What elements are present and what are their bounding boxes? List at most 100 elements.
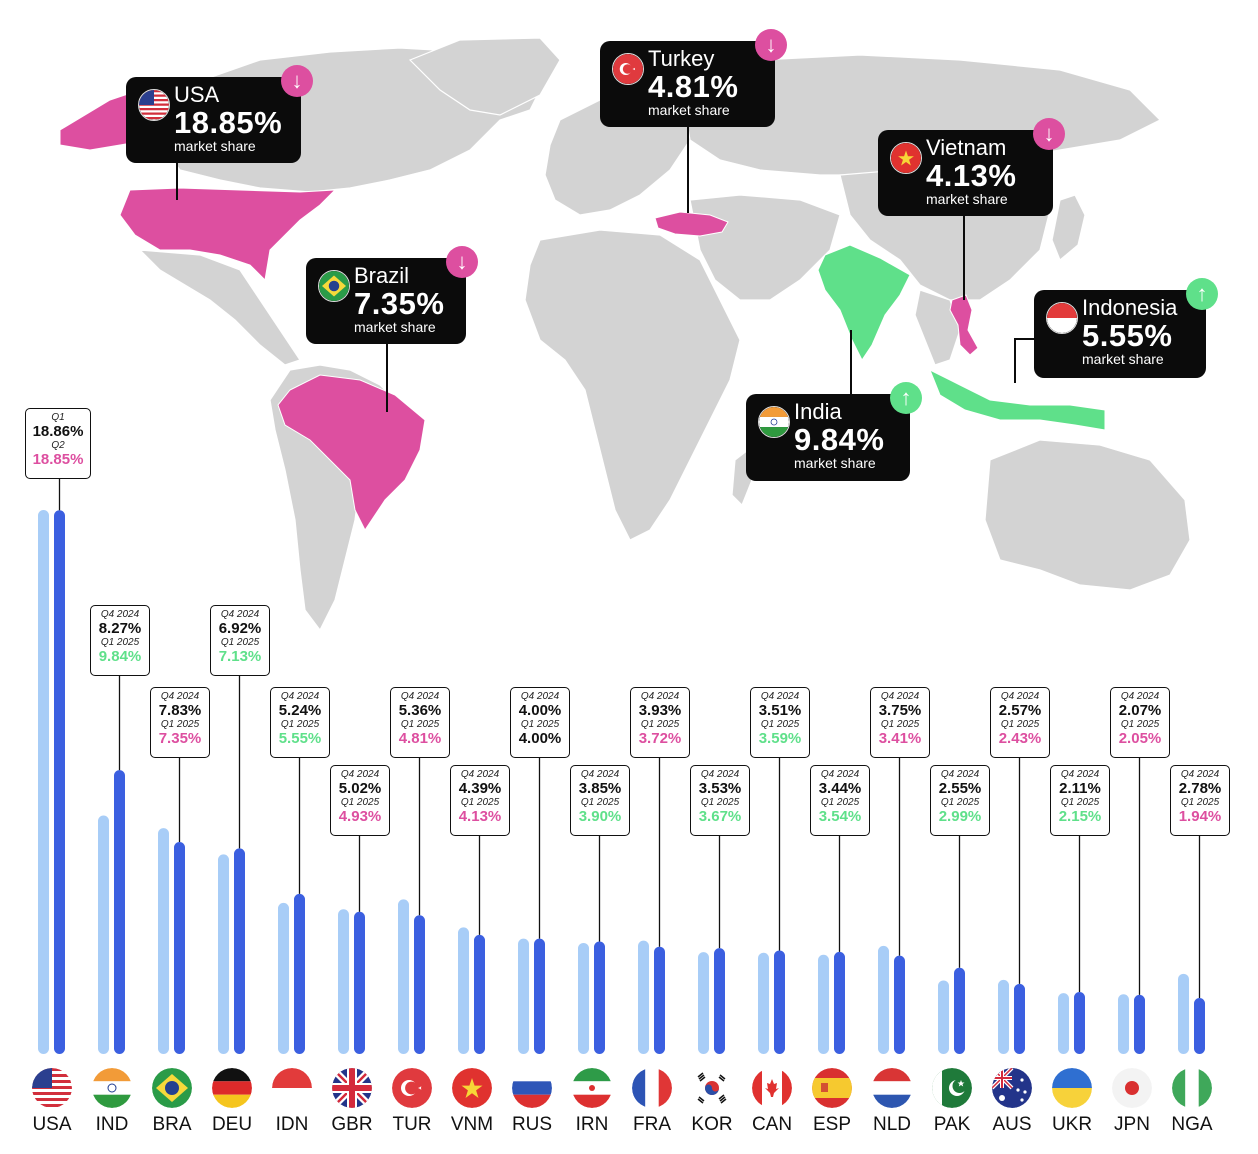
map-japan (1051, 194, 1086, 261)
callout-vietnam: Vietnam 4.13% market share (878, 130, 1053, 216)
label-current-value: 18.85% (32, 451, 84, 468)
callout-value: 5.55% (1082, 318, 1173, 353)
label-current-period: Q1 2025 (760, 719, 800, 730)
arrow-down-icon: ↓ (446, 246, 478, 278)
bar-current-gbr (354, 911, 365, 1054)
label-current-value: 5.55% (278, 730, 322, 747)
label-current-value: 2.05% (1118, 730, 1162, 747)
category-label: FRA (633, 1114, 671, 1135)
bar-current-bra (174, 841, 185, 1054)
category-label: UKR (1051, 1114, 1093, 1135)
bar-previous-aus (998, 979, 1009, 1054)
bar-previous-esp (818, 954, 829, 1054)
label-previous-period: Q4 2024 (100, 609, 140, 620)
bar-current-rus (534, 938, 545, 1054)
label-current-value: 4.13% (458, 808, 502, 825)
arrow-down-icon: ↓ (281, 65, 313, 97)
value-label-jpn: Q4 2024 2.07% Q1 2025 2.05% (1110, 687, 1170, 758)
bar-current-idn (294, 893, 305, 1054)
label-previous-value: 3.53% (698, 780, 742, 797)
label-previous-period: Q4 2024 (340, 769, 380, 780)
value-label-ind: Q4 2024 8.27% Q1 2025 9.84% (90, 605, 150, 676)
callout-value: 4.81% (648, 69, 739, 104)
label-current-period: Q1 2025 (160, 719, 200, 730)
value-label-ukr: Q4 2024 2.11% Q1 2025 2.15% (1050, 765, 1110, 836)
bar-current-aus (1014, 983, 1025, 1054)
flag-vnm-icon (890, 142, 922, 174)
category-label: USA (32, 1114, 72, 1135)
bar-previous-gbr (338, 909, 349, 1054)
label-previous-period: Q4 2024 (1060, 769, 1100, 780)
label-current-period: Q1 2025 (1060, 797, 1100, 808)
category-label: AUS (992, 1114, 1032, 1135)
flag-rus-icon (512, 1068, 552, 1108)
arrow-down-icon: ↓ (755, 29, 787, 61)
label-current-value: 3.54% (818, 808, 862, 825)
label-current-period: Q1 2025 (640, 719, 680, 730)
label-previous-period: Q4 2024 (520, 691, 560, 702)
label-current-value: 2.43% (998, 730, 1042, 747)
category-label: ESP (812, 1114, 852, 1135)
callout-turkey: Turkey 4.81% market share (600, 41, 775, 127)
flag-ukr-icon (1052, 1068, 1092, 1108)
value-label-bra: Q4 2024 7.83% Q1 2025 7.35% (150, 687, 210, 758)
label-current-period: Q1 2025 (1120, 719, 1160, 730)
bar-current-ukr (1074, 991, 1085, 1054)
arrow-up-icon: ↑ (1186, 278, 1218, 310)
label-current-value: 7.35% (158, 730, 202, 747)
label-current-period: Q1 2025 (280, 719, 320, 730)
map-turkey (654, 211, 729, 237)
flag-irn-icon (572, 1068, 612, 1108)
value-label-usa: Q1 18.86% Q2 18.85% (25, 408, 91, 479)
label-previous-period: Q4 2024 (220, 609, 260, 620)
bar-current-nld (894, 955, 905, 1054)
bar-current-tur (414, 915, 425, 1054)
callout-subtitle: market share (648, 102, 730, 118)
flag-fra-icon (632, 1068, 672, 1108)
arrow-up-icon: ↑ (890, 382, 922, 414)
flag-idn-icon (1046, 302, 1078, 334)
label-previous-value: 4.00% (518, 702, 562, 719)
value-label-gbr: Q4 2024 5.02% Q1 2025 4.93% (330, 765, 390, 836)
value-label-kor: Q4 2024 3.53% Q1 2025 3.67% (690, 765, 750, 836)
bar-previous-irn (578, 942, 589, 1054)
map-indonesia (929, 368, 1106, 431)
category-label: TUR (392, 1114, 432, 1135)
callout-subtitle: market share (794, 455, 876, 471)
flag-vnm-icon (452, 1068, 492, 1108)
value-label-esp: Q4 2024 3.44% Q1 2025 3.54% (810, 765, 870, 836)
label-previous-value: 5.36% (398, 702, 442, 719)
label-previous-value: 2.78% (1178, 780, 1222, 797)
value-label-rus: Q4 2024 4.00% Q1 2025 4.00% (510, 687, 570, 758)
label-previous-value: 6.92% (218, 620, 262, 637)
bar-previous-can (758, 952, 769, 1054)
label-previous-value: 2.07% (1118, 702, 1162, 719)
label-current-period: Q1 2025 (880, 719, 920, 730)
label-previous-value: 5.02% (338, 780, 382, 797)
bar-current-ind (114, 770, 125, 1054)
label-current-value: 3.41% (878, 730, 922, 747)
callout-country: Vietnam (926, 135, 1007, 160)
category-label: IND (95, 1114, 129, 1135)
flag-tur-icon (612, 53, 644, 85)
bar-previous-vnm (458, 927, 469, 1054)
bar-previous-pak (938, 980, 949, 1054)
callout-country: Turkey (648, 46, 715, 71)
value-label-nga: Q4 2024 2.78% Q1 2025 1.94% (1170, 765, 1230, 836)
label-previous-value: 3.85% (578, 780, 622, 797)
label-current-period: Q1 2025 (700, 797, 740, 808)
label-current-period: Q2 (51, 440, 65, 451)
label-previous-value: 3.93% (638, 702, 682, 719)
bar-previous-nga (1178, 973, 1189, 1054)
callout-subtitle: market share (926, 191, 1008, 207)
value-label-can: Q4 2024 3.51% Q1 2025 3.59% (750, 687, 810, 758)
value-label-nld: Q4 2024 3.75% Q1 2025 3.41% (870, 687, 930, 758)
label-previous-value: 2.57% (998, 702, 1042, 719)
label-current-period: Q1 2025 (520, 719, 560, 730)
label-current-period: Q1 2025 (460, 797, 500, 808)
label-current-value: 9.84% (98, 648, 142, 665)
category-label: RUS (511, 1114, 553, 1135)
callout-subtitle: market share (1082, 351, 1164, 367)
bar-previous-rus (518, 938, 529, 1054)
